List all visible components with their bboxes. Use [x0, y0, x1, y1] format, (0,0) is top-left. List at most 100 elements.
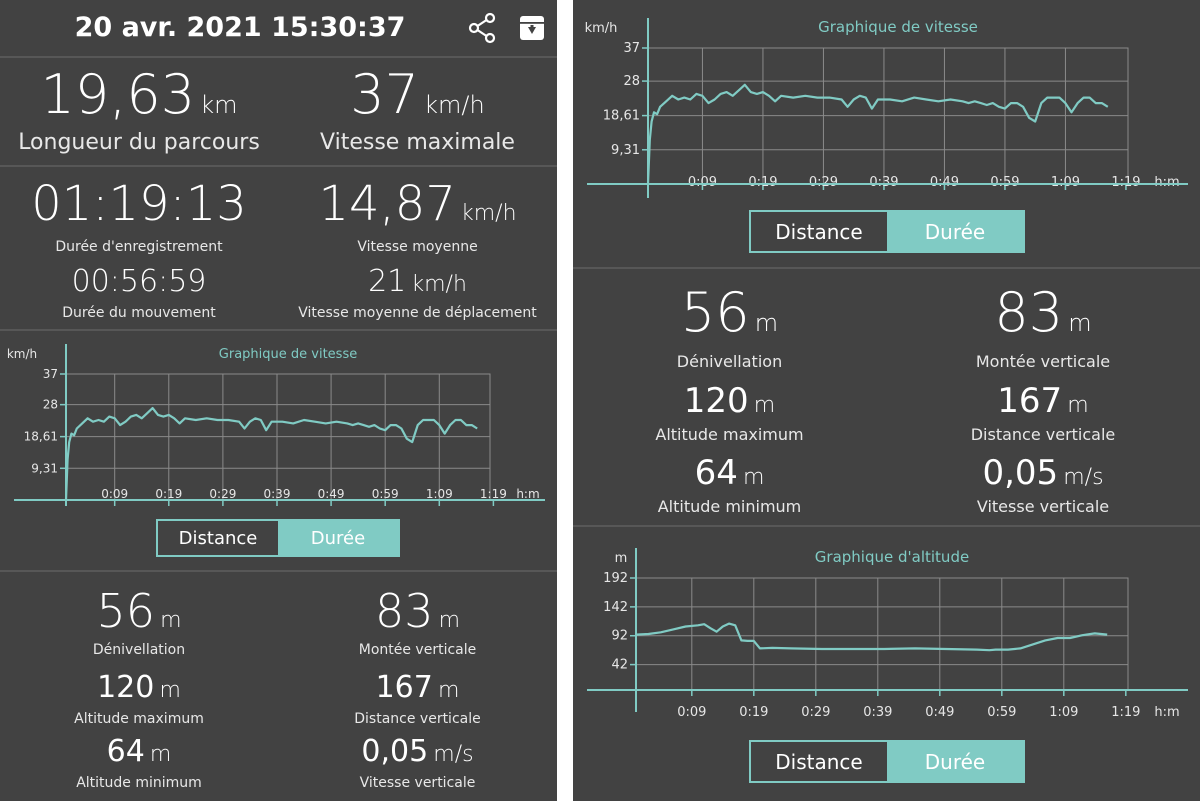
- speed-chart: Graphique de vitesse km/h h:m 9,31 18,61 28 37…: [7, 344, 545, 506]
- stat-elevation-difference: 56 m Dénivellation: [0, 584, 278, 662]
- divider: [573, 267, 1200, 269]
- stat-min-altitude: 64 m Altitude minimum: [0, 732, 278, 794]
- altitude-chart: Graphique d'altitude m h:m 42 92 142 192 0:09 0:…: [587, 548, 1188, 720]
- chart-x-tick-label: 1:19: [480, 487, 507, 501]
- stat-label: Dénivellation: [92, 642, 186, 658]
- stat-value: 21: [368, 264, 407, 299]
- chart-y-axis-label: m: [615, 551, 628, 566]
- stat-label: Longueur du parcours: [18, 130, 260, 155]
- distance-duration-toggle: Distance Durée: [156, 519, 400, 557]
- stat-min-altitude: 64 m Altitude minimum: [573, 451, 886, 519]
- stat-unit: m/s: [433, 742, 474, 767]
- stat-unit: m: [754, 309, 779, 337]
- stat-track-length: 19,63 km Longueur du parcours: [0, 62, 278, 158]
- divider: [0, 165, 557, 167]
- duration-toggle-button[interactable]: Durée: [887, 742, 1023, 781]
- chart-x-tick-label: 0:19: [155, 487, 182, 501]
- duration-toggle-button[interactable]: Durée: [278, 521, 398, 555]
- stat-unit: m: [1067, 393, 1089, 418]
- stat-value: 167: [375, 670, 433, 705]
- chart-x-tick-label: 1:19: [1111, 705, 1140, 720]
- chart-y-tick-label: 42: [611, 658, 628, 673]
- chart-x-axis-label: h:m: [1154, 705, 1179, 720]
- stat-unit: km/h: [411, 272, 467, 297]
- stat-label: Vitesse verticale: [359, 775, 476, 791]
- left-screen: 20 avr. 2021 15:30:37 19,63 km Longueur …: [0, 0, 557, 801]
- chart-x-tick-label: 0:09: [688, 175, 717, 190]
- stat-unit: m: [742, 465, 765, 490]
- stat-value: 83: [374, 584, 434, 638]
- stat-value: 14,87: [318, 176, 456, 232]
- stat-recording-duration: 01:19:13 Durée d'enregistrement: [0, 172, 278, 258]
- stat-vertical-distance: 167 m Distance verticale: [886, 379, 1200, 447]
- divider: [0, 570, 557, 572]
- chart-y-tick-label: 18,61: [603, 109, 640, 124]
- chart-y-tick-label: 18,61: [24, 430, 58, 444]
- divider: [0, 56, 557, 58]
- stat-vertical-climb: 83 m Montée verticale: [886, 282, 1200, 374]
- stat-vertical-speed: 0,05 m/s Vitesse verticale: [278, 732, 557, 794]
- chart-y-axis-label: km/h: [7, 347, 37, 361]
- stat-vertical-speed: 0,05 m/s Vitesse verticale: [886, 451, 1200, 519]
- stat-unit: m: [1068, 309, 1092, 337]
- stat-value: 64: [106, 734, 145, 769]
- chart-y-tick-label: 142: [603, 600, 628, 615]
- chart-y-axis-label: km/h: [585, 21, 618, 36]
- chart-x-tick-label: 1:09: [1049, 705, 1078, 720]
- chart-y-tick-label: 192: [603, 571, 628, 586]
- chart-y-tick-label: 37: [43, 367, 58, 381]
- distance-toggle-button[interactable]: Distance: [158, 521, 278, 555]
- chart-series-line: [635, 622, 1108, 652]
- stat-unit: km/h: [424, 91, 485, 119]
- stat-unit: m/s: [1063, 465, 1104, 490]
- stat-unit: m: [160, 608, 182, 633]
- stat-value: 0,05: [982, 453, 1059, 493]
- chart-x-tick-label: 0:49: [318, 487, 345, 501]
- stat-vertical-distance: 167 m Distance verticale: [278, 668, 557, 730]
- stat-unit: m: [159, 678, 181, 703]
- share-icon[interactable]: [467, 12, 499, 44]
- chart-x-tick-label: 0:19: [739, 705, 768, 720]
- distance-toggle-button[interactable]: Distance: [751, 212, 887, 251]
- chart-x-tick-label: 0:59: [372, 487, 399, 501]
- stat-label: Durée d'enregistrement: [55, 239, 223, 255]
- chart-x-tick-label: 0:29: [809, 175, 838, 190]
- chart-grid-frame: [635, 577, 1129, 691]
- stat-value: 19,63: [40, 63, 196, 126]
- chart-x-tick-label: 0:49: [925, 705, 954, 720]
- stat-max-speed: 37 km/h Vitesse maximale: [278, 62, 557, 158]
- chart-y-tick-label: 37: [623, 41, 640, 56]
- stat-average-moving-speed: 21 km/h Vitesse moyenne de déplacement: [278, 262, 557, 324]
- stat-label: Vitesse moyenne de déplacement: [298, 305, 537, 321]
- chart-x-tick-label: 0:09: [101, 487, 128, 501]
- chart-x-tick-label: 1:19: [1111, 175, 1140, 190]
- stat-average-speed: 14,87 km/h Vitesse moyenne: [278, 172, 557, 258]
- chart-y-tick-label: 92: [611, 629, 628, 644]
- stat-unit: m: [438, 608, 461, 633]
- chart-series-line: [64, 406, 478, 501]
- stat-value: 167: [997, 381, 1063, 421]
- duration-toggle-button[interactable]: Durée: [887, 212, 1023, 251]
- stat-label: Vitesse verticale: [976, 497, 1110, 516]
- stat-unit: m: [437, 678, 460, 703]
- stat-value: 56: [680, 281, 750, 344]
- stat-label: Altitude maximum: [655, 425, 804, 444]
- chart-x-tick-label: 1:09: [426, 487, 453, 501]
- archive-download-icon[interactable]: [518, 14, 546, 42]
- distance-duration-toggle: Distance Durée: [749, 740, 1025, 783]
- stat-label: Dénivellation: [676, 352, 783, 371]
- stat-unit: m: [149, 742, 172, 767]
- distance-toggle-button[interactable]: Distance: [751, 742, 887, 781]
- divider: [573, 525, 1200, 527]
- stat-value: 120: [683, 381, 749, 421]
- chart-title: Graphique de vitesse: [818, 18, 978, 36]
- chart-x-tick-label: 0:39: [863, 705, 892, 720]
- chart-x-tick-label: 0:39: [869, 175, 898, 190]
- chart-x-tick-label: 0:09: [677, 705, 706, 720]
- chart-x-tick-label: 0:29: [801, 705, 830, 720]
- stat-value: 120: [97, 670, 155, 705]
- stat-unit: km: [200, 91, 238, 119]
- chart-x-axis-label: h:m: [516, 487, 539, 501]
- chart-y-tick-label: 28: [623, 74, 640, 89]
- chart-x-tick-label: 0:39: [264, 487, 291, 501]
